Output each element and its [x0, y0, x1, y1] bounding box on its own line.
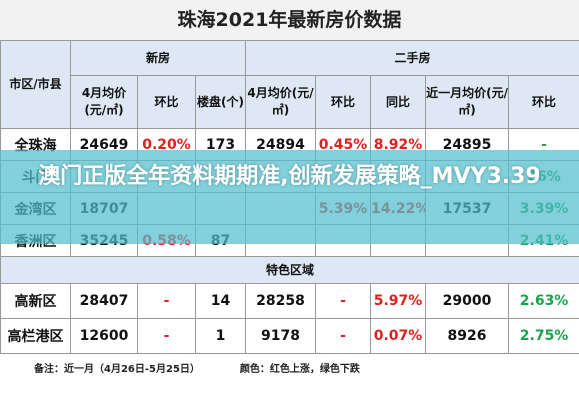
- cell: -: [315, 283, 372, 319]
- cell: -: [315, 318, 372, 354]
- section-header: 特色区域: [0, 256, 579, 284]
- cell: -: [137, 283, 196, 319]
- cell: 28258: [245, 283, 317, 319]
- cell: -: [137, 318, 196, 354]
- row: 高新区 28407-14 28258-5.97% 29000 2.63%: [0, 283, 579, 319]
- column-header: 环比: [137, 75, 196, 129]
- cell: 1: [194, 318, 247, 354]
- cell: 14: [194, 283, 247, 319]
- column-header: 近一月均价(元/㎡): [425, 75, 510, 129]
- title: 珠海2021年最新房价数据: [0, 0, 579, 40]
- column-header: 4月均价(元/㎡): [70, 75, 138, 129]
- group-header: 二手房: [245, 40, 579, 76]
- column-header: 环比: [508, 75, 579, 129]
- column-header: 楼盘(个): [194, 75, 247, 129]
- row: 市区/市县 新房 二手房: [0, 40, 579, 129]
- row-label: 高栏港区: [0, 318, 71, 354]
- column-header: 4月均价(元/㎡): [245, 75, 317, 129]
- cell: 28407: [70, 283, 138, 319]
- cell: 24894: [245, 128, 317, 161]
- cell: 0.07%: [370, 318, 427, 354]
- cell: 8926: [425, 318, 510, 354]
- cell: 9178: [245, 318, 317, 354]
- group-header: 新房: [69, 40, 247, 76]
- header-cell: 市区/市县: [0, 40, 71, 129]
- cell: 24895: [425, 128, 510, 161]
- row: 特色区域: [0, 256, 579, 284]
- cell: 5.97%: [370, 283, 427, 319]
- column-header: 环比: [315, 75, 372, 129]
- row: 4月均价(元/㎡) 环比 楼盘(个) 4月均价(元/㎡) 环比 同比 近一月均价(元/㎡) 环…: [1, 75, 579, 129]
- cell: 29000: [425, 283, 510, 319]
- note: 备注：近一月（4月26日-5月25日）: [34, 364, 200, 375]
- banner: 澳门正版全年资料期期准,创新发展策略_MVY3.39: [0, 150, 579, 244]
- cell: 12600: [70, 318, 138, 354]
- column-header: 同比: [370, 75, 427, 129]
- cell: 2.75%: [508, 318, 579, 354]
- footer: 备注：近一月（4月26日-5月25日） 颜色：红色上涨，绿色下跌: [0, 354, 579, 386]
- row: 高栏港区 12600-1 9178-0.07% 8926 2.75%: [0, 318, 579, 354]
- cell: 2.63%: [508, 283, 579, 319]
- legend: 颜色：红色上涨，绿色下跌: [239, 364, 360, 375]
- row-label: 高新区: [0, 283, 71, 319]
